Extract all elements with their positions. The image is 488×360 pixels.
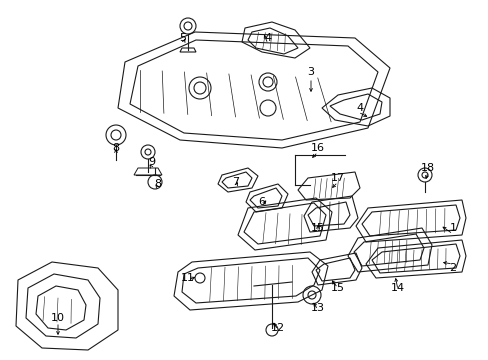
Text: 3: 3 (307, 67, 314, 77)
Text: 16: 16 (310, 143, 325, 153)
Text: 10: 10 (51, 313, 65, 323)
Text: 8: 8 (112, 143, 120, 153)
Text: 9: 9 (148, 157, 155, 167)
Text: 5: 5 (179, 33, 186, 43)
Text: 8: 8 (154, 179, 161, 189)
Text: 17: 17 (330, 173, 345, 183)
Text: 1: 1 (448, 223, 456, 233)
Text: 13: 13 (310, 303, 325, 313)
Text: 18: 18 (420, 163, 434, 173)
Text: 11: 11 (181, 273, 195, 283)
Text: 12: 12 (270, 323, 285, 333)
Text: 6: 6 (258, 197, 265, 207)
Text: 15: 15 (330, 283, 345, 293)
Text: 4: 4 (264, 33, 271, 43)
Text: 2: 2 (448, 263, 456, 273)
Text: 14: 14 (390, 283, 404, 293)
Text: 4: 4 (356, 103, 363, 113)
Text: 7: 7 (232, 177, 239, 187)
Text: 15: 15 (310, 223, 325, 233)
